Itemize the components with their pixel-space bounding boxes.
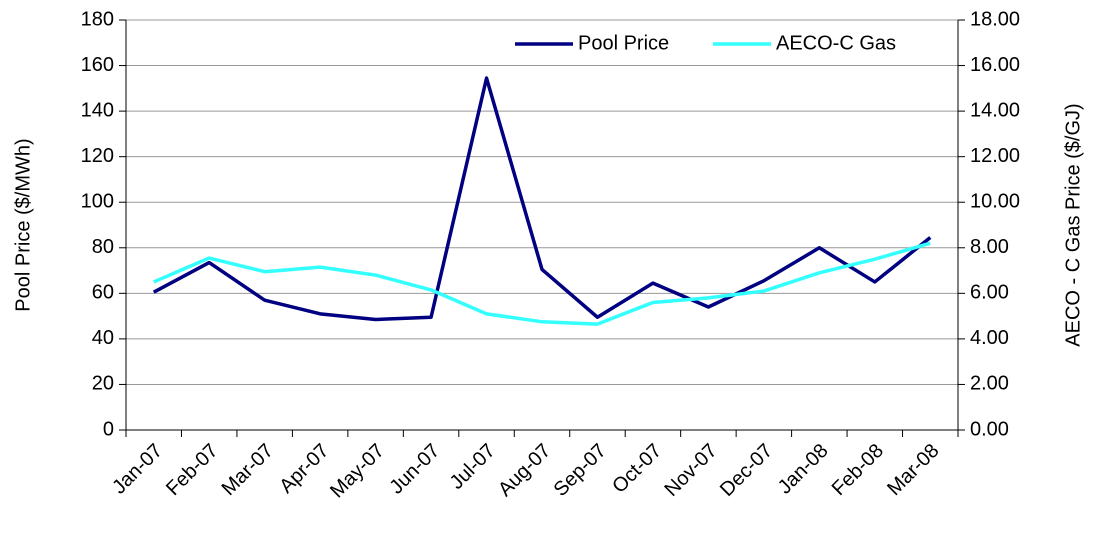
x-tick-label: Jan-08: [774, 440, 833, 499]
y-tick-label: 120: [81, 145, 114, 167]
y-tick-label: 20: [92, 373, 114, 395]
y2-tick-label: 4.00: [970, 327, 1009, 349]
y-tick-label: 40: [92, 327, 114, 349]
x-tick-label: Nov-07: [661, 440, 722, 501]
y2-tick-label: 8.00: [970, 236, 1009, 258]
y2-tick-label: 2.00: [970, 373, 1009, 395]
y-tick-label: 80: [92, 236, 114, 258]
y2-axis-title: AECO - C Gas Price ($/GJ): [1062, 103, 1084, 346]
x-tick-label: Jul-07: [446, 440, 500, 494]
legend-label: Pool Price: [578, 32, 669, 54]
y2-tick-label: 12.00: [970, 145, 1020, 167]
y-tick-label: 140: [81, 99, 114, 121]
series-line: [153, 241, 931, 326]
x-tick-label: Jun-07: [386, 440, 445, 499]
x-tick-label: Feb-08: [828, 440, 888, 500]
y2-tick-label: 18.00: [970, 8, 1020, 30]
y2-tick-label: 6.00: [970, 282, 1009, 304]
y-tick-label: 60: [92, 282, 114, 304]
x-tick-label: Apr-07: [275, 440, 333, 498]
x-tick-label: Dec-07: [716, 440, 777, 501]
x-tick-label: Feb-07: [162, 440, 222, 500]
legend-label: AECO-C Gas: [776, 32, 896, 54]
y-axis-title: Pool Price ($/MWh): [12, 138, 34, 311]
y2-tick-label: 0.00: [970, 418, 1009, 440]
y-tick-label: 180: [81, 8, 114, 30]
x-tick-label: Mar-07: [218, 440, 278, 500]
x-tick-label: May-07: [326, 440, 389, 503]
x-tick-label: Jan-07: [108, 440, 167, 499]
x-tick-label: Mar-08: [883, 440, 943, 500]
x-tick-label: Sep-07: [550, 440, 611, 501]
y-tick-label: 0: [103, 418, 114, 440]
x-tick-label: Oct-07: [608, 440, 666, 498]
y2-tick-label: 16.00: [970, 54, 1020, 76]
y-tick-label: 100: [81, 191, 114, 213]
x-tick-label: Aug-07: [494, 440, 555, 501]
y-tick-label: 160: [81, 54, 114, 76]
y2-tick-label: 10.00: [970, 191, 1020, 213]
series-line: [152, 76, 932, 322]
y2-tick-label: 14.00: [970, 99, 1020, 121]
